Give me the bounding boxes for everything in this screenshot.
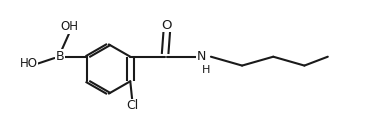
Text: N: N: [197, 50, 206, 63]
Text: OH: OH: [60, 20, 78, 33]
Text: Cl: Cl: [126, 99, 138, 112]
Text: HO: HO: [20, 57, 38, 70]
Text: B: B: [56, 50, 64, 63]
Text: O: O: [162, 19, 172, 32]
Text: H: H: [202, 65, 211, 75]
